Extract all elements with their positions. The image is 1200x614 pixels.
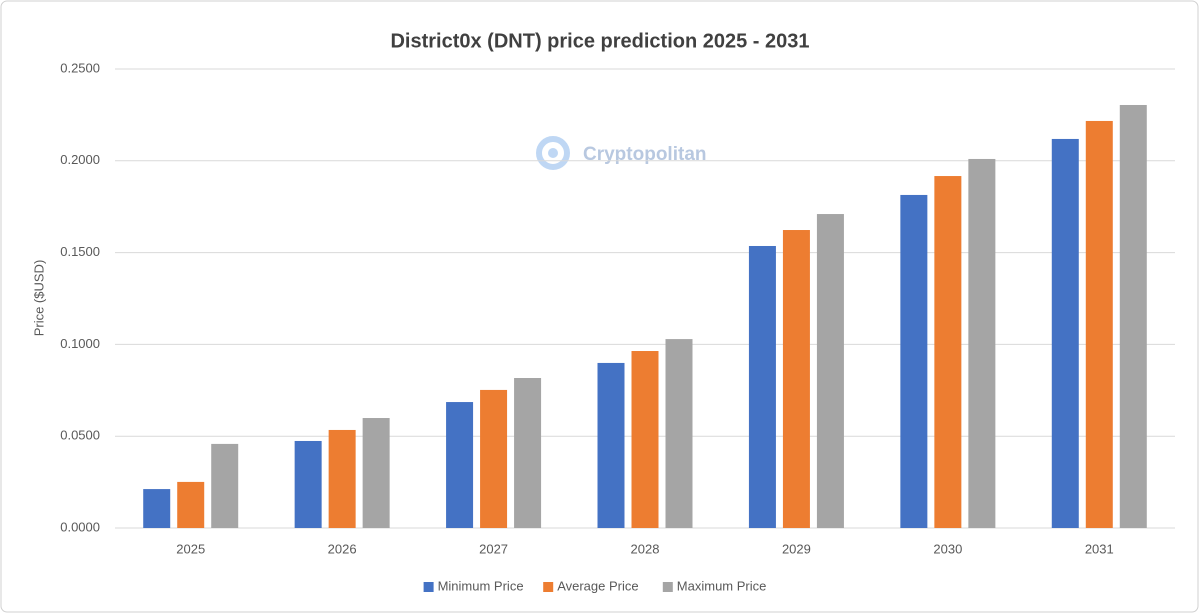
x-tick-label: 2029 bbox=[782, 541, 811, 556]
y-tick-label: 0.1500 bbox=[60, 244, 100, 259]
bar bbox=[514, 377, 542, 528]
bar bbox=[934, 176, 962, 528]
bar bbox=[782, 230, 810, 528]
bar bbox=[143, 489, 171, 528]
legend-label: Maximum Price bbox=[677, 578, 767, 593]
y-tick-label: 0.0500 bbox=[60, 428, 100, 443]
bar bbox=[968, 158, 996, 529]
bar bbox=[900, 194, 928, 529]
watermark: Cryptopolitan bbox=[583, 144, 707, 165]
bar bbox=[665, 339, 693, 528]
y-tick-label: 0.1000 bbox=[60, 336, 100, 351]
watermark-logo bbox=[536, 136, 570, 170]
legend-swatch bbox=[423, 582, 434, 592]
bar bbox=[480, 389, 508, 528]
y-tick-label: 0.2500 bbox=[60, 60, 100, 75]
bar bbox=[597, 362, 625, 528]
bar bbox=[631, 351, 659, 528]
bar bbox=[328, 429, 356, 528]
bar bbox=[748, 245, 776, 528]
chart-title: District0x (DNT) price prediction 2025 -… bbox=[390, 30, 809, 52]
y-tick-label: 0.2000 bbox=[60, 152, 100, 167]
x-tick-label: 2026 bbox=[328, 541, 357, 556]
x-tick-label: 2027 bbox=[479, 541, 508, 556]
x-tick-label: 2030 bbox=[933, 541, 962, 556]
x-tick-label: 2028 bbox=[631, 541, 660, 556]
bar bbox=[362, 418, 390, 528]
bar bbox=[1085, 120, 1113, 528]
bar bbox=[1119, 104, 1147, 529]
legend-swatch bbox=[662, 582, 673, 592]
y-tick-label: 0.0000 bbox=[60, 519, 100, 534]
x-tick-label: 2031 bbox=[1085, 541, 1114, 556]
bar bbox=[816, 214, 844, 528]
bar bbox=[177, 481, 205, 528]
y-axis-label: Price ($USD) bbox=[31, 260, 46, 337]
legend-label: Average Price bbox=[557, 578, 638, 593]
x-tick-label: 2025 bbox=[176, 541, 205, 556]
legend-label: Minimum Price bbox=[438, 578, 524, 593]
legend-swatch bbox=[543, 582, 554, 592]
bar bbox=[1051, 138, 1079, 528]
bar bbox=[211, 443, 239, 528]
bar bbox=[294, 440, 322, 528]
bar bbox=[446, 402, 474, 528]
